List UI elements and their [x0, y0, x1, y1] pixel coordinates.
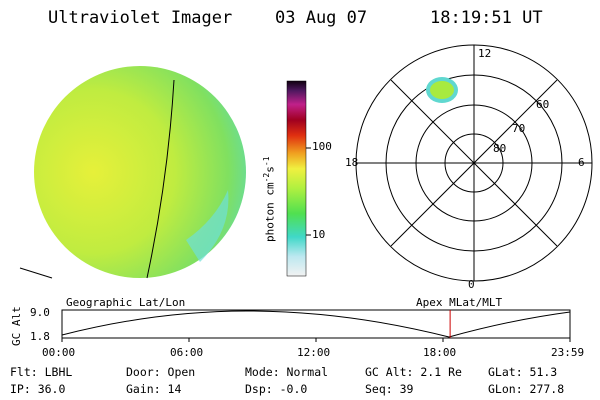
dsp-readout: Dsp: -0.0: [245, 382, 308, 396]
date-label: 03 Aug 07: [275, 8, 368, 28]
polar-lat-label-70: 70: [512, 122, 526, 135]
polar-plot: [355, 44, 593, 282]
polar-mlt-label-6: 6: [578, 156, 585, 169]
ip-readout: IP: 36.0: [10, 382, 66, 396]
instrument-title: Ultraviolet Imager: [48, 8, 233, 28]
altitude-curve: [61, 310, 571, 338]
orbit-right-title: Apex MLat/MLT: [416, 296, 503, 309]
gc-alt-readout: GC Alt: 2.1 Re: [365, 365, 462, 379]
polar-lat-label-60: 60: [536, 98, 550, 111]
polar-mlt-label-12: 12: [478, 47, 492, 60]
glon-readout: GLon: 277.8: [488, 382, 565, 396]
seq-readout: Seq: 39: [365, 382, 414, 396]
terminator-line: [146, 79, 175, 279]
time-label: 18:19:51 UT: [430, 8, 543, 28]
polar-mlt-label-0: 0: [468, 278, 475, 291]
polar-lat-label-80: 80: [493, 142, 507, 155]
orbit-plot: [61, 309, 571, 342]
orbit-left-title: Geographic Lat/Lon: [66, 296, 186, 309]
orbit-time-tick-4: 23:59: [551, 346, 585, 359]
orbit-y-top: 9.0: [30, 306, 50, 319]
colorbar-tick-label-100: 100: [312, 140, 332, 153]
orbit-y-bottom: 1.8: [30, 330, 50, 343]
door-readout: Door: Open: [126, 365, 196, 379]
color-bar: [286, 80, 307, 277]
orbit-time-tick-3: 18:00: [423, 346, 457, 359]
filter-readout: Flt: LBHL: [10, 365, 73, 379]
orbit-time-tick-1: 06:00: [170, 346, 204, 359]
orbit-time-tick-2: 12:00: [297, 346, 331, 359]
earth-disk-image: [19, 66, 246, 279]
orbit-y-label: GC Alt: [10, 306, 23, 346]
orbit-time-tick-0: 00:00: [42, 346, 76, 359]
gain-readout: Gain: 14: [126, 382, 182, 396]
direction-marker: [19, 267, 53, 279]
colorbar-tick-label-10: 10: [312, 228, 326, 241]
mode-readout: Mode: Normal: [245, 365, 329, 379]
polar-mlt-label-18: 18: [345, 156, 359, 169]
polar-diagonal-2: [390, 79, 558, 247]
glat-readout: GLat: 51.3: [488, 365, 558, 379]
colorbar-label: photon cm-2s-1: [262, 156, 277, 242]
